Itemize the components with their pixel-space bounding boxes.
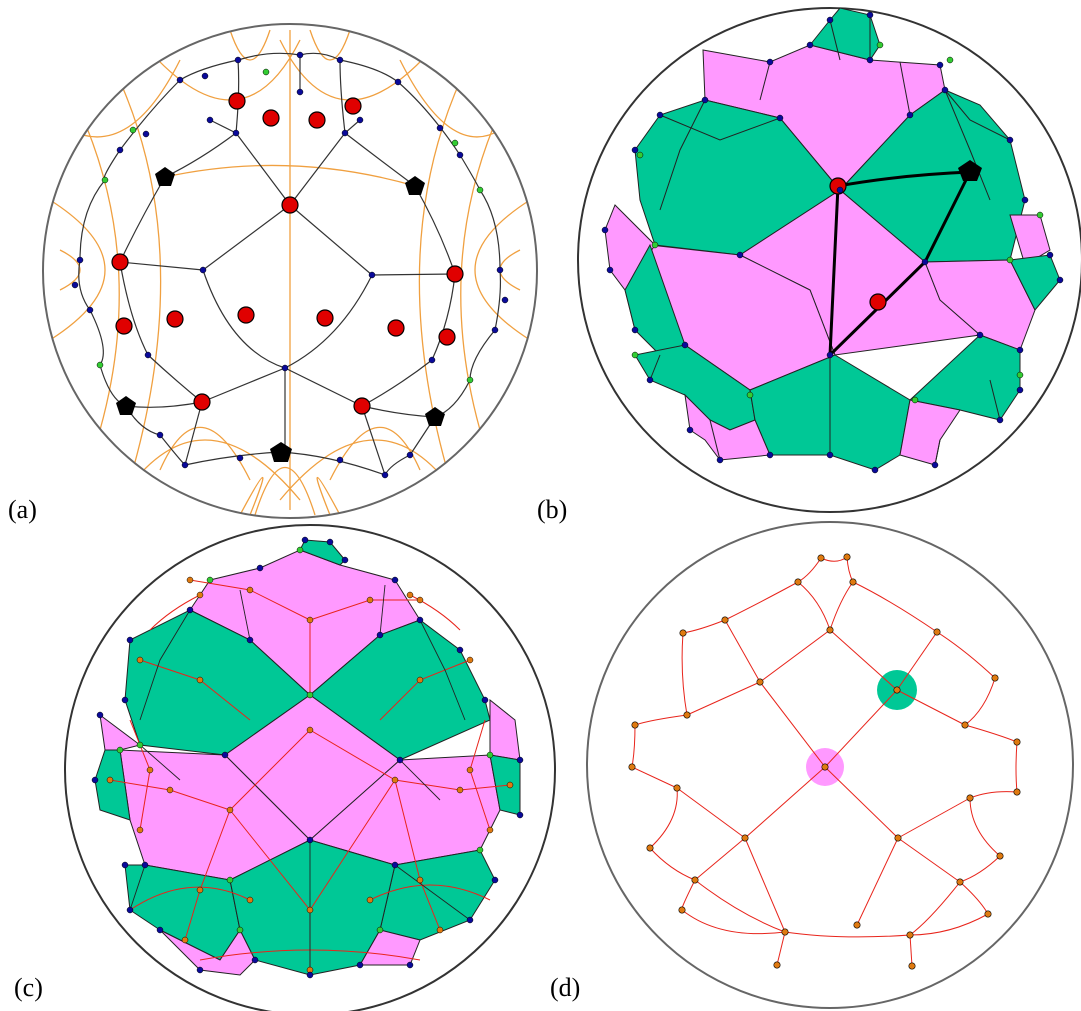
boundary-circle [64,524,556,1011]
orange-vertices [628,553,1021,970]
blue-vertices [71,51,509,479]
panel-b: (b) [537,0,1081,524]
panel-a-label: (a) [8,495,37,524]
panel-d: (d) [540,520,1081,1011]
blue-vertices [91,536,524,979]
panel-c: (c) [0,520,556,1011]
blue-vertices [601,11,1064,474]
tiling-edges [649,15,1011,466]
black-pentagons [116,167,445,462]
green-vertices [96,68,484,384]
tiling-regions [94,539,521,976]
green-vertices [116,546,494,934]
panel-d-label: (d) [550,973,581,1002]
red-vertex-lower [869,293,887,311]
tiling-regions [604,7,1061,471]
panel-b-label: (b) [537,495,568,524]
panel-a-diagram [42,23,538,519]
panel-a: (a) [0,0,540,524]
orange-vertices [106,576,514,974]
boundary-circle [586,521,1074,1009]
green-vertices [631,41,1044,404]
panel-d-diagram [586,521,1074,1009]
panel-c-label: (c) [14,973,43,1002]
panel-b-diagram [577,7,1081,513]
panel-c-diagram [64,524,556,1011]
red-vertices [111,92,464,415]
boundary-circle [577,7,1081,513]
black-pentagon [958,160,982,181]
dual-graph-edges [631,556,1018,967]
boundary-circle [42,23,538,519]
